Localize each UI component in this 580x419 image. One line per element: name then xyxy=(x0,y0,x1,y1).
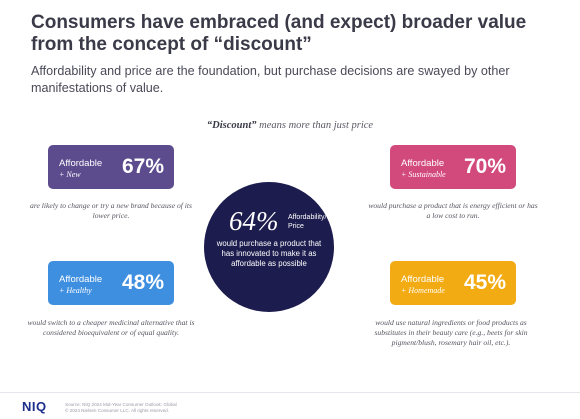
section-heading: “Discount” means more than just price xyxy=(0,120,580,131)
card-percent: 45% xyxy=(463,271,506,294)
center-label-line2: Price xyxy=(288,223,304,230)
footer-source-line1: Source: NIQ 2024 Mid-Year Consumer Outlo… xyxy=(65,402,177,407)
card-affordable-sustainable: Affordable + Sustainable 70% xyxy=(390,145,516,189)
page-title: Consumers have embraced (and expect) bro… xyxy=(31,12,527,55)
section-heading-rest: means more than just price xyxy=(256,120,374,131)
center-label: Affordability/Price xyxy=(288,213,330,231)
page-subtitle: Affordability and price are the foundati… xyxy=(31,64,510,95)
center-label-line1: Affordability/ xyxy=(288,214,327,221)
center-description: would purchase a product that has innova… xyxy=(216,239,322,268)
footer-source-line2: © 2024 Nielsen Consumer LLC. All rights … xyxy=(65,408,169,413)
footer-divider xyxy=(0,392,580,393)
card-description-new: are likely to change or try a new brand … xyxy=(30,201,192,220)
center-stat-circle: 64% Affordability/Price would purchase a… xyxy=(204,182,334,312)
section-heading-bold: “Discount” xyxy=(206,120,257,131)
card-percent: 70% xyxy=(463,155,506,178)
card-description-sustainable: would purchase a product that is energy … xyxy=(368,201,538,220)
card-affordable-new: Affordable + New 67% xyxy=(48,145,174,189)
card-affordable-healthy: Affordable + Healthy 48% xyxy=(48,261,174,305)
card-label: Affordable xyxy=(59,158,103,169)
card-affordable-homemade: Affordable + Homemade 45% xyxy=(390,261,516,305)
card-label: Affordable xyxy=(401,158,445,169)
card-modifier: + New xyxy=(59,170,81,179)
card-label: Affordable xyxy=(401,274,445,285)
card-description-healthy: would switch to a cheaper medicinal alte… xyxy=(27,318,195,337)
center-percent: 64% xyxy=(229,206,279,236)
card-percent: 48% xyxy=(121,271,164,294)
card-percent: 67% xyxy=(121,155,164,178)
card-modifier: + Sustainable xyxy=(401,170,446,179)
footer-source: Source: NIQ 2024 Mid-Year Consumer Outlo… xyxy=(65,402,177,414)
niq-logo: NIQ xyxy=(22,399,47,414)
card-modifier: + Healthy xyxy=(59,286,92,295)
card-label: Affordable xyxy=(59,274,103,285)
card-description-homemade: would use natural ingredients or food pr… xyxy=(374,318,528,347)
card-modifier: + Homemade xyxy=(401,286,445,295)
